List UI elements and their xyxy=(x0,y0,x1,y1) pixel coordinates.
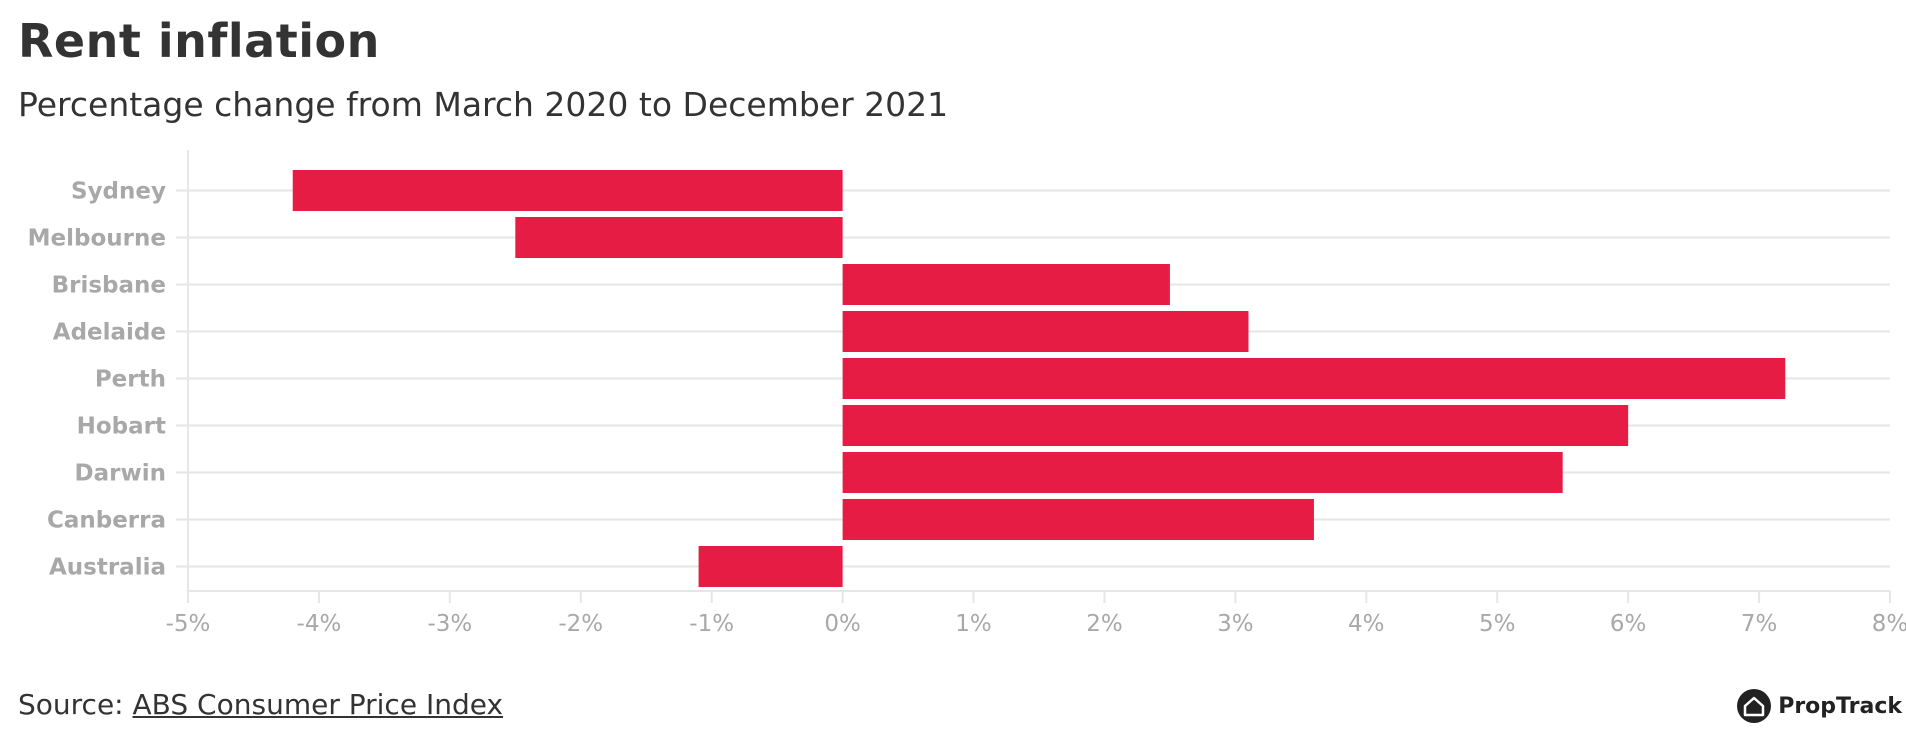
x-tick-label: 4% xyxy=(1348,611,1385,637)
y-tick-label: Sydney xyxy=(71,179,166,205)
x-tick-label: -5% xyxy=(166,611,211,637)
chart-title: Rent inflation xyxy=(18,14,380,68)
bar-darwin xyxy=(842,452,1563,493)
x-tick-label: 3% xyxy=(1217,611,1254,637)
brand-logo: PropTrack xyxy=(1736,688,1902,724)
bar-melbourne xyxy=(515,217,843,258)
y-tick-label: Australia xyxy=(49,555,166,581)
source-link[interactable]: ABS Consumer Price Index xyxy=(132,688,504,721)
chart-subtitle: Percentage change from March 2020 to Dec… xyxy=(18,85,949,124)
bar-perth xyxy=(842,358,1786,399)
x-tick-label: 0% xyxy=(824,611,861,637)
y-tick-label: Brisbane xyxy=(52,273,166,299)
bar-canberra xyxy=(842,499,1314,540)
bar-adelaide xyxy=(842,311,1249,352)
source-note: Source: ABS Consumer Price Index xyxy=(18,688,503,721)
bar-hobart xyxy=(842,405,1629,446)
bar-chart: Sydney Melbourne Brisbane Adelaide Perth Hoba… xyxy=(28,150,1906,637)
x-tick-label: 7% xyxy=(1741,611,1778,637)
x-tick-label: -1% xyxy=(689,611,734,637)
house-icon xyxy=(1737,689,1772,723)
y-tick-label: Melbourne xyxy=(28,226,166,252)
y-tick-label: Canberra xyxy=(47,508,166,534)
y-tick-label: Darwin xyxy=(75,461,166,487)
bar-brisbane xyxy=(842,264,1170,305)
x-tick-label: 6% xyxy=(1610,611,1647,637)
x-tick-label: -4% xyxy=(297,611,342,637)
x-tick-label: 1% xyxy=(955,611,992,637)
x-tick-label: -3% xyxy=(427,611,472,637)
source-prefix: Source: xyxy=(18,688,133,721)
y-tick-label: Hobart xyxy=(77,414,166,440)
brand-name: PropTrack xyxy=(1778,693,1902,719)
bar-sydney xyxy=(292,170,843,211)
x-tick-label: -2% xyxy=(558,611,603,637)
x-tick-label: 5% xyxy=(1479,611,1516,637)
y-tick-label: Perth xyxy=(95,367,166,393)
bar-australia xyxy=(698,546,843,587)
y-tick-label: Adelaide xyxy=(53,320,166,346)
x-tick-label: 8% xyxy=(1872,611,1906,637)
x-tick-label: 2% xyxy=(1086,611,1123,637)
